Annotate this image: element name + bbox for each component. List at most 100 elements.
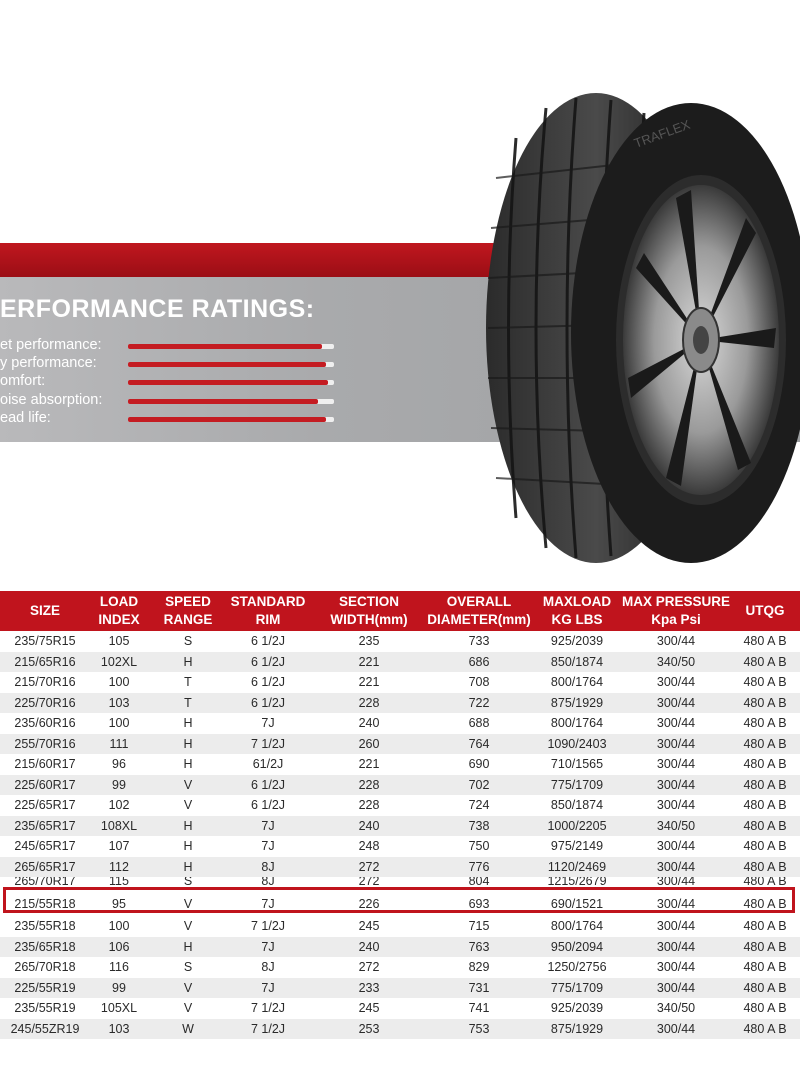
table-cell: 7 1/2J (250, 919, 286, 933)
table-cell: V (183, 777, 193, 792)
table-cell: 480 A B (743, 859, 787, 874)
table-cell: 724 (468, 798, 490, 812)
table-cell: 221 (358, 757, 380, 771)
table-cell: 233 (358, 980, 380, 995)
table-cell: 300/44 (656, 839, 696, 853)
table-cell: 112 (109, 859, 129, 874)
column-header-line2: KG LBS (551, 612, 603, 627)
table-cell: 106 (108, 939, 130, 954)
table-row: 225/70R16 103 T 6 1/2J 228 722 875/1929 300/44 4… (0, 692, 800, 713)
table-cell: 1120/2469 (547, 859, 607, 874)
table-cell: 480 A B (743, 695, 787, 710)
table-header: SIZE LOAD INDEX SPEED RANGE STANDARD RIM SECTIO… (0, 591, 800, 631)
table-cell: T (184, 695, 192, 710)
table-cell: 300/44 (656, 960, 696, 974)
table-row: 235/60R16 100 H 7J 240 688 800/1764 300/44 480 A… (0, 713, 800, 734)
table-cell: 1090/2403 (547, 736, 607, 751)
table-cell: 103 (108, 1021, 130, 1036)
table-cell: 480 A B (743, 777, 787, 792)
table-row: 235/65R18 106 H 7J 240 763 950/2094 300/44 480 A… (0, 936, 800, 957)
column-header-line1: SECTION (338, 594, 399, 609)
rating-bar (128, 362, 334, 367)
column-header-line1: UTQG (745, 603, 785, 618)
table-cell: 753 (468, 1021, 490, 1036)
column-header: UTQG (730, 591, 800, 631)
table-cell: H (183, 736, 193, 751)
column-header-line2: DIAMETER(mm) (427, 612, 531, 627)
table-cell: 1215/2679 (547, 877, 607, 887)
table-cell: 7J (261, 818, 275, 833)
table-cell: 226 (358, 897, 380, 911)
column-header: SIZE (0, 591, 90, 631)
table-cell: 7 1/2J (250, 1001, 286, 1015)
table-cell: 235/55R19 (14, 1001, 76, 1015)
table-cell: 850/1874 (550, 654, 604, 669)
table-cell: 690/1521 (550, 897, 604, 911)
table-row: 225/55R19 99 V 7J 233 731 775/1709 300/44 480 A … (0, 977, 800, 998)
table-cell: 731 (468, 980, 490, 995)
column-header-line1: STANDARD (230, 594, 306, 609)
rating-label: y performance: (0, 355, 97, 371)
table-row: 225/60R17 99 V 6 1/2J 228 702 775/1709 300/44 48… (0, 774, 800, 795)
table-cell: 480 A B (743, 818, 787, 833)
table-cell: 240 (358, 716, 380, 730)
table-cell: 228 (358, 777, 380, 792)
column-header: STANDARD RIM (218, 591, 318, 631)
table-cell: 235/65R18 (14, 939, 76, 954)
table-row: 215/60R17 96 H 61/2J 221 690 710/1565 300/44 480… (0, 754, 800, 775)
table-cell: 738 (468, 818, 490, 833)
rating-bar (128, 399, 334, 404)
table-cell: 265/70R17 (14, 877, 76, 887)
table-row: 235/65R17 108XL H 7J 240 738 1000/2205 340/50 48… (0, 815, 800, 836)
table-cell: 708 (468, 675, 490, 689)
column-header-line2: RIM (255, 612, 281, 627)
table-cell: 480 A B (743, 877, 787, 887)
table-cell: 480 A B (743, 897, 787, 911)
table-cell: 975/2149 (550, 839, 604, 853)
table-cell: 480 A B (743, 1001, 787, 1015)
table-row: 265/65R17 112 H 8J 272 776 1120/2469 300/44 480 … (0, 856, 800, 877)
rating-bar (128, 417, 334, 422)
table-cell: 480 A B (743, 798, 787, 812)
table-cell: 240 (358, 818, 380, 833)
rating-bar-fill (128, 362, 326, 367)
table-cell: 95 (112, 897, 126, 911)
column-header: SPEED RANGE (158, 591, 218, 631)
table-cell: 103 (108, 695, 130, 710)
table-cell: 245 (358, 919, 380, 933)
table-cell: 300/44 (656, 695, 696, 710)
table-cell: 7 1/2J (250, 736, 286, 751)
table-row: 245/55ZR19 103 W 7 1/2J 253 753 875/1929 300/44… (0, 1018, 800, 1039)
table-cell: 215/60R17 (14, 757, 76, 771)
table-row: 215/65R16 102XL H 6 1/2J 221 686 850/1874 340/5… (0, 651, 800, 672)
table-cell: 221 (358, 675, 380, 689)
table-cell: H (183, 716, 193, 730)
column-header-line1: SPEED (165, 594, 211, 609)
column-header-line1: LOAD (99, 594, 139, 609)
product-banner: ERFORMANCE RATINGS: et performance: y per… (0, 93, 800, 563)
table-cell: 6 1/2J (250, 654, 286, 669)
spec-table-body: 235/75R15 105 S 6 1/2J 235 733 925/2039 300/44 4… (0, 631, 800, 1039)
table-cell: V (183, 980, 193, 995)
table-cell: 741 (468, 1001, 490, 1015)
table-cell: 265/65R17 (14, 859, 76, 874)
table-cell: 221 (358, 654, 380, 669)
column-header: MAX PRESSURE Kpa Psi (621, 591, 731, 631)
table-cell: 800/1764 (550, 675, 604, 689)
table-cell: 215/70R16 (14, 675, 76, 689)
column-header: OVERALL DIAMETER(mm) (419, 591, 539, 631)
table-cell: 245 (358, 1001, 380, 1015)
table-cell: S (183, 960, 193, 974)
table-cell: 235/65R17 (14, 818, 76, 833)
rating-bar-fill (128, 380, 328, 385)
rating-bar (128, 344, 334, 349)
table-cell: 225/65R17 (14, 798, 76, 812)
table-cell: 875/1929 (550, 695, 604, 710)
table-cell: 850/1874 (550, 798, 604, 812)
table-cell: H (183, 818, 193, 833)
table-cell: 300/44 (656, 1021, 696, 1036)
table-cell: 240 (358, 939, 380, 954)
column-header-line2: Kpa Psi (651, 612, 701, 627)
table-cell: 300/44 (656, 675, 696, 689)
table-cell: 688 (468, 716, 490, 730)
